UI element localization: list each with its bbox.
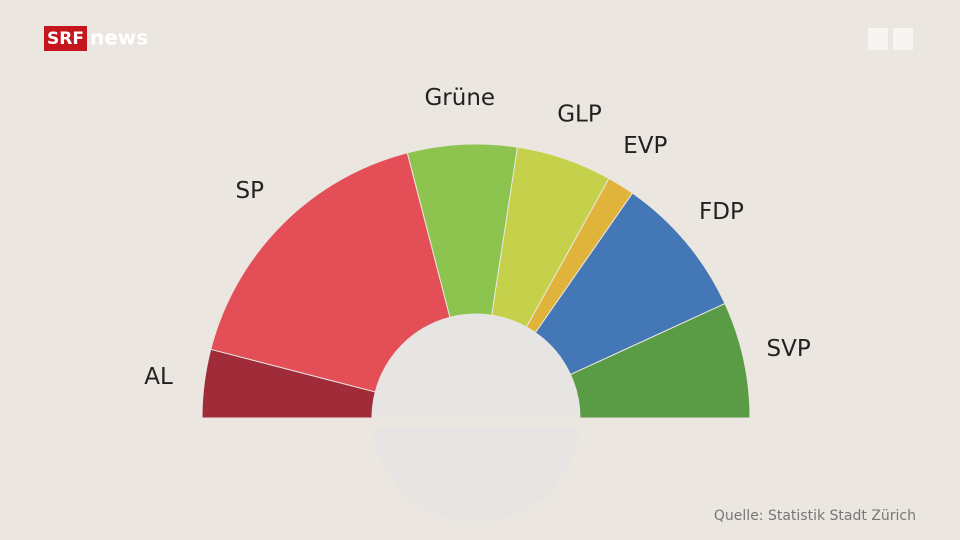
channel-logo-part bbox=[868, 28, 888, 50]
party-label: FDP bbox=[699, 199, 744, 225]
seat-chart bbox=[201, 143, 751, 419]
logo-brand: SRF bbox=[47, 29, 84, 49]
party-label: GLP bbox=[557, 102, 602, 128]
channel-logo bbox=[868, 28, 913, 50]
party-label: AL bbox=[144, 364, 173, 390]
party-label: SVP bbox=[767, 336, 811, 362]
party-label: EVP bbox=[623, 133, 667, 159]
channel-logo-part bbox=[893, 28, 913, 50]
source: Quelle: Statistik Stadt Zürich bbox=[714, 508, 916, 524]
seat-segment bbox=[210, 152, 451, 393]
logo-product: news bbox=[90, 26, 148, 50]
logo-box bbox=[44, 26, 87, 51]
party-label: SP bbox=[235, 178, 264, 204]
hole-mask bbox=[360, 418, 600, 428]
party-label: Grüne bbox=[424, 85, 495, 111]
